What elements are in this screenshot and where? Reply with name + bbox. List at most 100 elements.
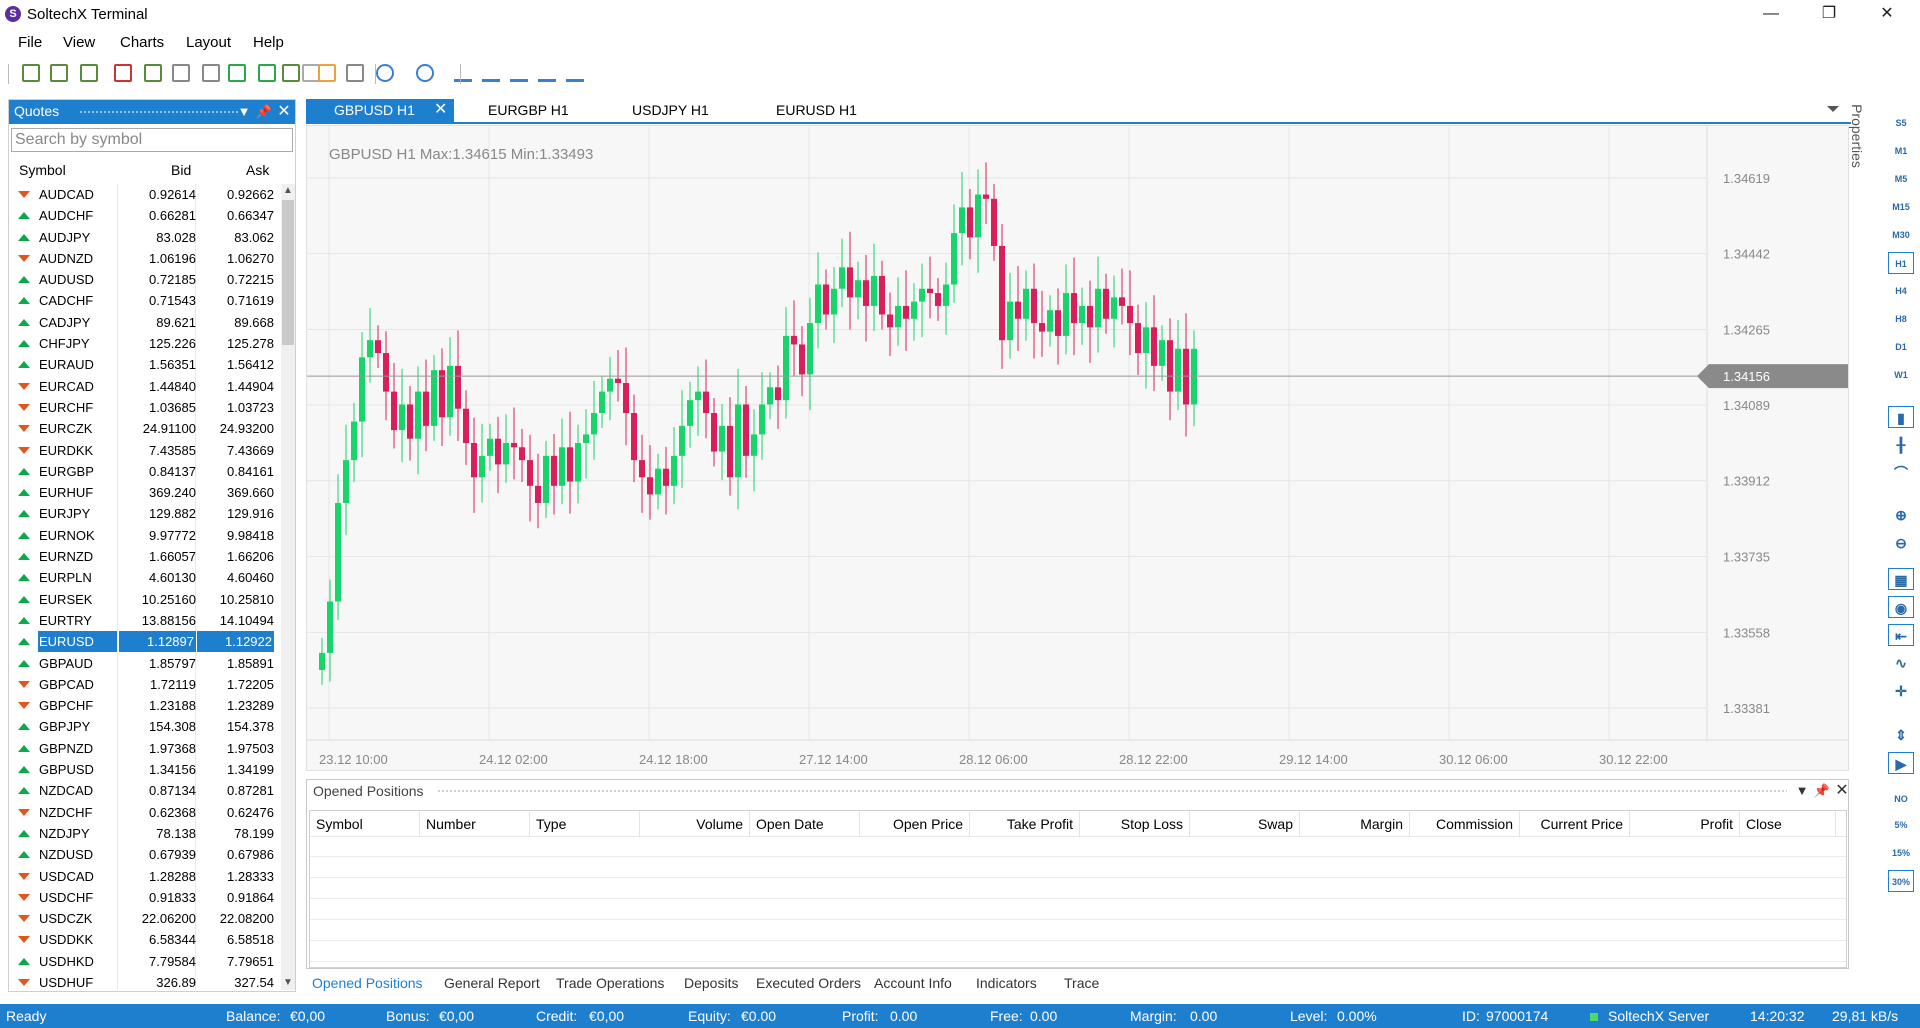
timeframe-m1[interactable]: M1 bbox=[1894, 146, 1908, 156]
quote-row[interactable]: AUDCHF 0.66281 0.66347 bbox=[11, 205, 277, 227]
close-window-button[interactable]: ✕ bbox=[1880, 5, 1894, 22]
quote-row[interactable]: AUDUSD 0.72185 0.72215 bbox=[11, 269, 277, 291]
timeframe-d1[interactable]: D1 bbox=[1895, 342, 1907, 352]
calculator-icon[interactable] bbox=[346, 64, 364, 82]
quote-row[interactable]: AUDNZD 1.06196 1.06270 bbox=[11, 247, 277, 270]
timeframe-m5[interactable]: M5 bbox=[1894, 174, 1908, 184]
tab-usdjpy[interactable]: USDJPY H1 bbox=[598, 99, 742, 123]
quote-row[interactable]: EURTRY 13.88156 14.10494 bbox=[11, 609, 277, 632]
quote-row[interactable]: AUDCAD 0.92614 0.92662 bbox=[11, 184, 277, 206]
quote-row[interactable]: USDDKK 6.58344 6.58518 bbox=[11, 929, 277, 951]
timeframe-h1[interactable]: H1 bbox=[1888, 252, 1914, 274]
quote-row[interactable]: AUDJPY 83.028 83.062 bbox=[11, 226, 277, 248]
tab-opened-positions[interactable]: Opened Positions bbox=[312, 975, 423, 991]
col-open-date[interactable]: Open Date bbox=[750, 811, 860, 837]
timeframe-m30[interactable]: M30 bbox=[1892, 230, 1910, 240]
zoom-in-icon[interactable]: ⊕ bbox=[1895, 507, 1907, 523]
quote-row[interactable]: USDCHF 0.91833 0.91864 bbox=[11, 886, 277, 909]
quote-row[interactable]: USDHKD 7.79584 7.79651 bbox=[11, 950, 277, 972]
fibonacci-icon[interactable] bbox=[566, 64, 584, 82]
quote-row[interactable]: GBPJPY 154.308 154.378 bbox=[11, 716, 277, 738]
print-icon[interactable] bbox=[202, 64, 220, 82]
autoscroll-icon[interactable]: ▶ bbox=[1888, 752, 1914, 774]
quote-row[interactable]: USDCZK 22.06200 22.08200 bbox=[11, 908, 277, 930]
remove-icon[interactable] bbox=[114, 64, 132, 82]
menu-view[interactable]: View bbox=[63, 34, 96, 51]
timeframe-h8[interactable]: H8 bbox=[1895, 314, 1907, 324]
crosshair-icon[interactable]: ✛ bbox=[1895, 683, 1907, 699]
col-close[interactable]: Close bbox=[1740, 811, 1836, 837]
quote-row[interactable]: EURNOK 9.97772 9.98418 bbox=[11, 524, 277, 547]
col-open-price[interactable]: Open Price bbox=[860, 811, 970, 837]
close-icon[interactable]: ✕ bbox=[1835, 782, 1849, 799]
quote-row[interactable]: USDHUF 326.89 327.54 bbox=[11, 971, 277, 990]
chart-canvas[interactable]: 1.34619 1.34442 1.34265 1.34089 1.33912 1.337… bbox=[307, 126, 1848, 770]
quote-row[interactable]: EURNZD 1.66057 1.66206 bbox=[11, 546, 277, 568]
price-chart[interactable]: 1.34619 1.34442 1.34265 1.34089 1.33912 1.337… bbox=[306, 125, 1849, 771]
quote-row[interactable]: EURCZK 24.91100 24.93200 bbox=[11, 418, 277, 440]
bar-chart-icon[interactable]: ▮ bbox=[1888, 406, 1914, 428]
panel-menu-icon[interactable]: ▼ bbox=[1795, 783, 1809, 798]
quote-row[interactable]: EURSEK 10.25160 10.25810 bbox=[11, 588, 277, 610]
template-icon[interactable] bbox=[282, 64, 300, 82]
scroll-down-icon[interactable]: ▼ bbox=[283, 977, 293, 988]
horizontal-line-icon[interactable] bbox=[482, 64, 500, 82]
col-stop-loss[interactable]: Stop Loss bbox=[1080, 811, 1190, 837]
quote-row[interactable]: EURPLN 4.60130 4.60460 bbox=[11, 567, 277, 589]
tab-executed-orders[interactable]: Executed Orders bbox=[756, 975, 862, 991]
drag-grip[interactable] bbox=[79, 110, 239, 115]
quote-row[interactable]: USDCAD 1.28288 1.28333 bbox=[11, 865, 277, 887]
angle-icon[interactable] bbox=[538, 64, 556, 82]
tab-eurusd[interactable]: EURUSD H1 bbox=[742, 99, 886, 123]
scroll-thumb[interactable] bbox=[282, 200, 294, 345]
col-bid[interactable]: Bid bbox=[171, 162, 192, 178]
wave-icon[interactable] bbox=[416, 64, 434, 82]
quote-row[interactable]: NZDCAD 0.87134 0.87281 bbox=[11, 780, 277, 802]
menu-file[interactable]: File bbox=[18, 34, 43, 51]
quote-row[interactable]: NZDUSD 0.67939 0.67986 bbox=[11, 844, 277, 866]
lock-icon[interactable] bbox=[318, 64, 336, 82]
save-icon[interactable] bbox=[172, 64, 190, 82]
tab-general-report[interactable]: General Report bbox=[444, 975, 540, 991]
col-volume[interactable]: Volume bbox=[640, 811, 750, 837]
maximize-button[interactable]: ❐ bbox=[1821, 5, 1837, 22]
zoom-out-icon[interactable]: ⊖ bbox=[1895, 535, 1907, 551]
timeframe-m15[interactable]: M15 bbox=[1892, 202, 1910, 212]
quote-row[interactable]: CHFJPY 125.226 125.278 bbox=[11, 333, 277, 355]
tab-close-icon[interactable]: ✕ bbox=[434, 101, 448, 118]
tab-trace[interactable]: Trace bbox=[1064, 975, 1100, 991]
timeframe-30pct[interactable]: 30% bbox=[1888, 870, 1914, 892]
col-number[interactable]: Number bbox=[420, 811, 530, 837]
tab-eurgbp[interactable]: EURGBP H1 bbox=[454, 99, 598, 123]
crosshair-icon[interactable] bbox=[80, 64, 98, 82]
col-margin[interactable]: Margin bbox=[1300, 811, 1410, 837]
new-chart-icon[interactable] bbox=[22, 64, 40, 82]
quote-row[interactable]: GBPCHF 1.23188 1.23289 bbox=[11, 695, 277, 717]
quote-row[interactable]: NZDJPY 78.138 78.199 bbox=[11, 822, 277, 845]
tab-account-info[interactable]: Account Info bbox=[874, 975, 952, 991]
quote-row[interactable]: EURCHF 1.03685 1.03723 bbox=[11, 396, 277, 419]
pin-icon[interactable]: 📌 bbox=[255, 104, 273, 119]
col-current-price[interactable]: Current Price bbox=[1520, 811, 1630, 837]
search-input[interactable] bbox=[11, 128, 293, 152]
tab-gbpusd[interactable]: GBPUSD H1 ✕ bbox=[306, 99, 454, 123]
scale-icon[interactable]: ⇕ bbox=[1895, 727, 1907, 743]
timeframe-s5[interactable]: S5 bbox=[1895, 118, 1907, 128]
quote-row[interactable]: CADJPY 89.621 89.668 bbox=[11, 311, 277, 334]
quote-row[interactable]: EURDKK 7.43585 7.43669 bbox=[11, 439, 277, 461]
col-type[interactable]: Type bbox=[530, 811, 640, 837]
add-chart-icon[interactable] bbox=[50, 64, 68, 82]
quote-row[interactable]: GBPCAD 1.72119 1.72205 bbox=[11, 673, 277, 696]
col-swap[interactable]: Swap bbox=[1190, 811, 1300, 837]
timeframe-5pct[interactable]: 5% bbox=[1894, 820, 1908, 830]
quote-row[interactable]: CADCHF 0.71543 0.71619 bbox=[11, 290, 277, 312]
grid-icon[interactable]: ▦ bbox=[1888, 568, 1914, 590]
line-chart-icon[interactable]: ⌒ bbox=[1894, 465, 1908, 481]
indicator-icon[interactable]: ∿ bbox=[1895, 655, 1907, 671]
panel-menu-icon[interactable]: ▼ bbox=[237, 104, 251, 119]
col-symbol[interactable]: Symbol bbox=[310, 811, 420, 837]
timeframe-h4[interactable]: H4 bbox=[1895, 286, 1907, 296]
close-icon[interactable]: ✕ bbox=[277, 103, 291, 120]
vertical-line-icon[interactable] bbox=[454, 64, 472, 82]
candle-icon[interactable]: ╂ bbox=[1896, 437, 1906, 453]
